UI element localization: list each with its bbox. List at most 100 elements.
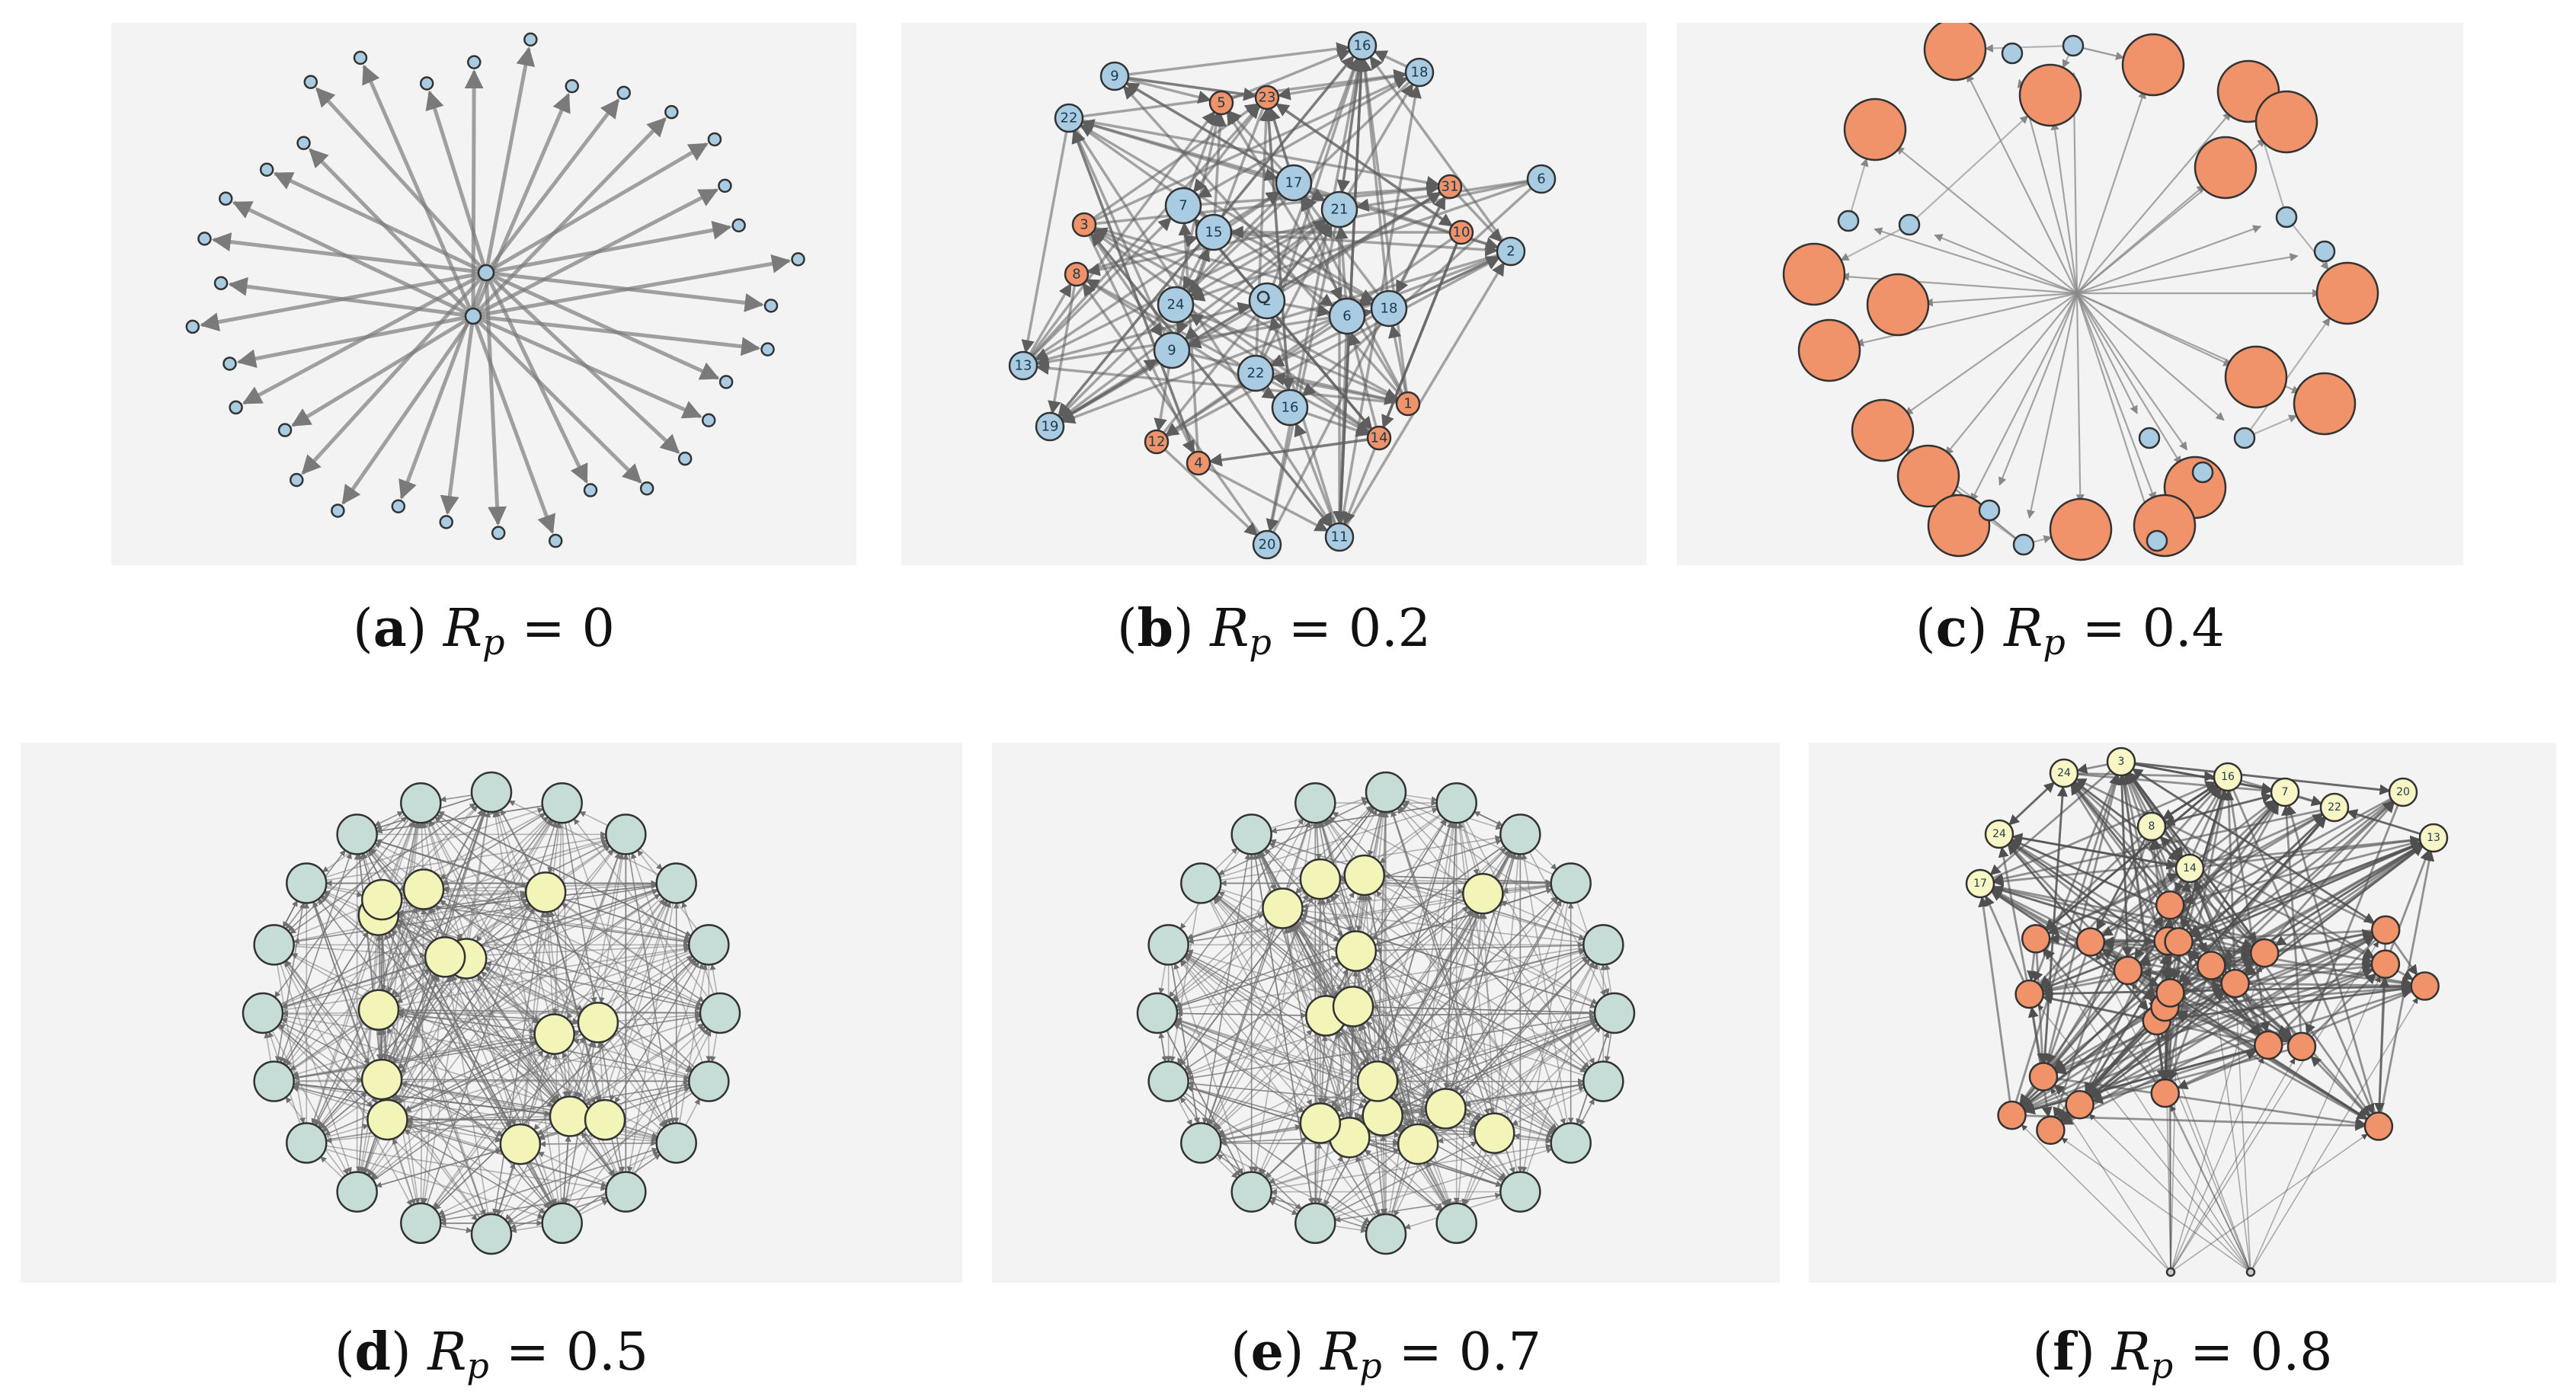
network-edge: [1255, 372, 1371, 434]
network-node: [1448, 219, 1474, 245]
network-edge: [2170, 1057, 2296, 1273]
network-edge: [394, 914, 571, 1117]
network-node: [548, 533, 563, 548]
network-node: [1195, 213, 1233, 251]
network-node: [1008, 350, 1038, 381]
network-edge: [1214, 897, 1326, 1017]
network-edge: [2120, 761, 2159, 1009]
node-label: 3: [2118, 756, 2125, 768]
network-edge: [428, 820, 571, 1117]
node-label: 18: [1411, 65, 1429, 81]
network-node: [229, 400, 243, 415]
network-node: [1147, 1060, 1189, 1102]
network-edge: [1998, 846, 2031, 995]
network-node: [584, 1098, 626, 1141]
network-node: [2138, 427, 2161, 449]
network-edge: [2037, 1004, 2251, 1273]
network-edge: [1168, 1081, 1302, 1210]
network-edge: [1200, 891, 1355, 1143]
caption-subscript: p: [1359, 1345, 1382, 1386]
network-node: [731, 218, 746, 233]
network-edge: [420, 957, 696, 1224]
network-node: [2315, 261, 2379, 325]
network-edge: [273, 902, 306, 1082]
network-node: [491, 526, 506, 540]
network-edge: [2076, 293, 2225, 421]
network-edge: [357, 833, 528, 888]
network-node: [296, 136, 311, 151]
network-edge: [625, 1030, 712, 1192]
network-edge: [420, 802, 665, 1128]
network-edge: [1377, 1017, 1596, 1082]
network-node: [360, 1058, 403, 1101]
network-edge: [1083, 103, 1259, 226]
network-node: [1782, 242, 1846, 306]
network-edge: [2075, 293, 2156, 501]
network-edge: [262, 1012, 373, 1108]
network-node: [1254, 85, 1280, 110]
network-d-svg: [242, 771, 741, 1255]
network-edge: [492, 892, 546, 1216]
network-edge: [2120, 761, 2258, 943]
network-edge: [2170, 1104, 2251, 1273]
network-edge: [2164, 791, 2286, 826]
network-edge: [2085, 941, 2180, 1095]
network-edge: [1325, 1015, 1431, 1098]
network-edge: [396, 882, 677, 1003]
network-node: [763, 299, 779, 313]
network-node: [1593, 992, 1636, 1034]
network-node: [1496, 236, 1526, 267]
network-node: [1256, 290, 1270, 304]
network-node: [2065, 1090, 2094, 1120]
network-edge: [2175, 1012, 2379, 1127]
caption-subscript: p: [2150, 1345, 2174, 1386]
network-node: [1365, 1213, 1407, 1255]
caption-value: 0.4: [2142, 598, 2225, 659]
network-edge: [1200, 1142, 1369, 1226]
network-node: [1397, 1123, 1439, 1165]
network-edge: [2160, 1033, 2251, 1273]
network-node: [1186, 450, 1211, 476]
network-node: [357, 989, 400, 1031]
network-node: [2286, 1031, 2317, 1062]
network-node: [1550, 1122, 1592, 1164]
network-edge: [1970, 293, 2078, 502]
network-edge: [2029, 841, 2422, 996]
network-edge: [1333, 315, 1349, 525]
network-edge: [386, 975, 440, 1120]
node-label: 1: [1403, 396, 1412, 412]
network-node: [1324, 522, 1355, 552]
network-edge: [273, 945, 306, 1124]
network-edge: [598, 834, 627, 1004]
network-edge: [2162, 1020, 2171, 1273]
network-edge: [1253, 803, 1317, 1173]
network-edge: [2156, 933, 2374, 1022]
network-edge: [1855, 292, 2078, 347]
network-edge: [1122, 85, 1410, 405]
network-edge: [2120, 761, 2133, 958]
network-edge: [281, 956, 446, 1009]
network-edge: [1314, 1141, 1477, 1224]
network-node: [2018, 63, 2082, 127]
network-node: [1335, 930, 1378, 972]
network-edge: [578, 883, 677, 1099]
network-node: [1425, 1088, 1467, 1130]
network-edge: [1035, 361, 1409, 405]
network-edge: [1200, 800, 1369, 884]
network-edge: [2048, 933, 2168, 945]
network-edge: [491, 900, 668, 1235]
network-node: [791, 252, 805, 267]
network-edge: [392, 1095, 492, 1235]
network-edge: [278, 1024, 563, 1224]
network-edge: [1909, 115, 2029, 225]
network-edge: [2167, 940, 2260, 1037]
network-edge: [1170, 883, 1202, 1063]
network-edge: [1022, 217, 1172, 367]
network-node: [1180, 862, 1222, 904]
node-label: 6: [1537, 171, 1545, 187]
network-edge: [2076, 184, 2206, 294]
network-edge: [439, 1142, 677, 1219]
network-edge: [1992, 885, 2168, 942]
network-edge: [2045, 775, 2229, 931]
